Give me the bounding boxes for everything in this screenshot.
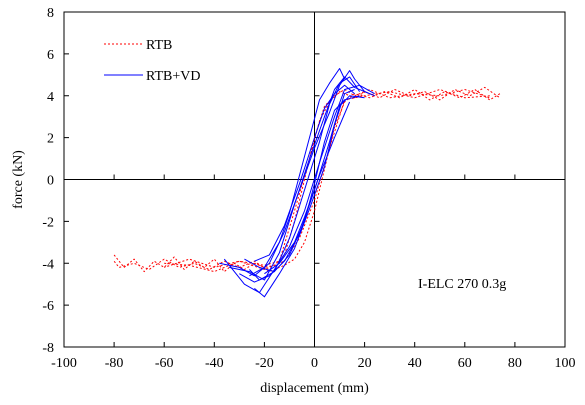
x-tick-label: -100: [51, 356, 77, 371]
series-rtb-vd-line: [229, 76, 370, 281]
y-tick-label: 4: [47, 90, 54, 105]
x-tick-label: 60: [458, 356, 472, 371]
x-tick-label: -80: [105, 356, 124, 371]
y-tick-label: -8: [42, 341, 54, 356]
series-rtb-vd-line: [244, 76, 361, 273]
x-tick-label: -40: [205, 356, 224, 371]
x-tick-label: 80: [508, 356, 522, 371]
series-rtb-line: [113, 86, 501, 273]
series-rtb-vd-line: [249, 68, 346, 277]
chart-annotation: I-ELC 270 0.3g: [418, 277, 506, 292]
series-rtb-vd-line: [254, 84, 355, 262]
y-tick-label: 6: [47, 48, 54, 63]
y-tick-label: 0: [47, 174, 54, 189]
series-rtb-vd-line: [249, 95, 360, 281]
series-rtb-vd-line: [223, 84, 375, 294]
series-rtb-line: [164, 89, 490, 273]
y-tick-label: -4: [42, 257, 54, 272]
y-tick-label: -6: [42, 299, 54, 314]
x-tick-label: 100: [555, 356, 576, 371]
y-tick-label: 2: [47, 132, 54, 147]
series-rtb-vd-line: [254, 89, 355, 298]
legend-label: RTB+VD: [146, 69, 201, 84]
y-tick-label: 8: [47, 6, 54, 21]
x-tick-label: 20: [358, 356, 372, 371]
series-rtb-vd-line: [239, 95, 365, 283]
y-axis-label: force (kN): [11, 150, 26, 209]
series-rtb-vd-line: [264, 101, 351, 275]
x-tick-label: -60: [155, 356, 174, 371]
x-axis-label: displacement (mm): [260, 381, 369, 396]
x-tick-label: -20: [255, 356, 274, 371]
x-tick-label: 0: [311, 356, 318, 371]
legend-label: RTB: [146, 38, 172, 53]
series-rtb-line: [113, 89, 501, 273]
series-rtb-line: [164, 89, 490, 270]
y-tick-label: -2: [42, 215, 54, 230]
x-tick-label: 40: [408, 356, 422, 371]
series-rtb-vd-line: [219, 70, 375, 277]
